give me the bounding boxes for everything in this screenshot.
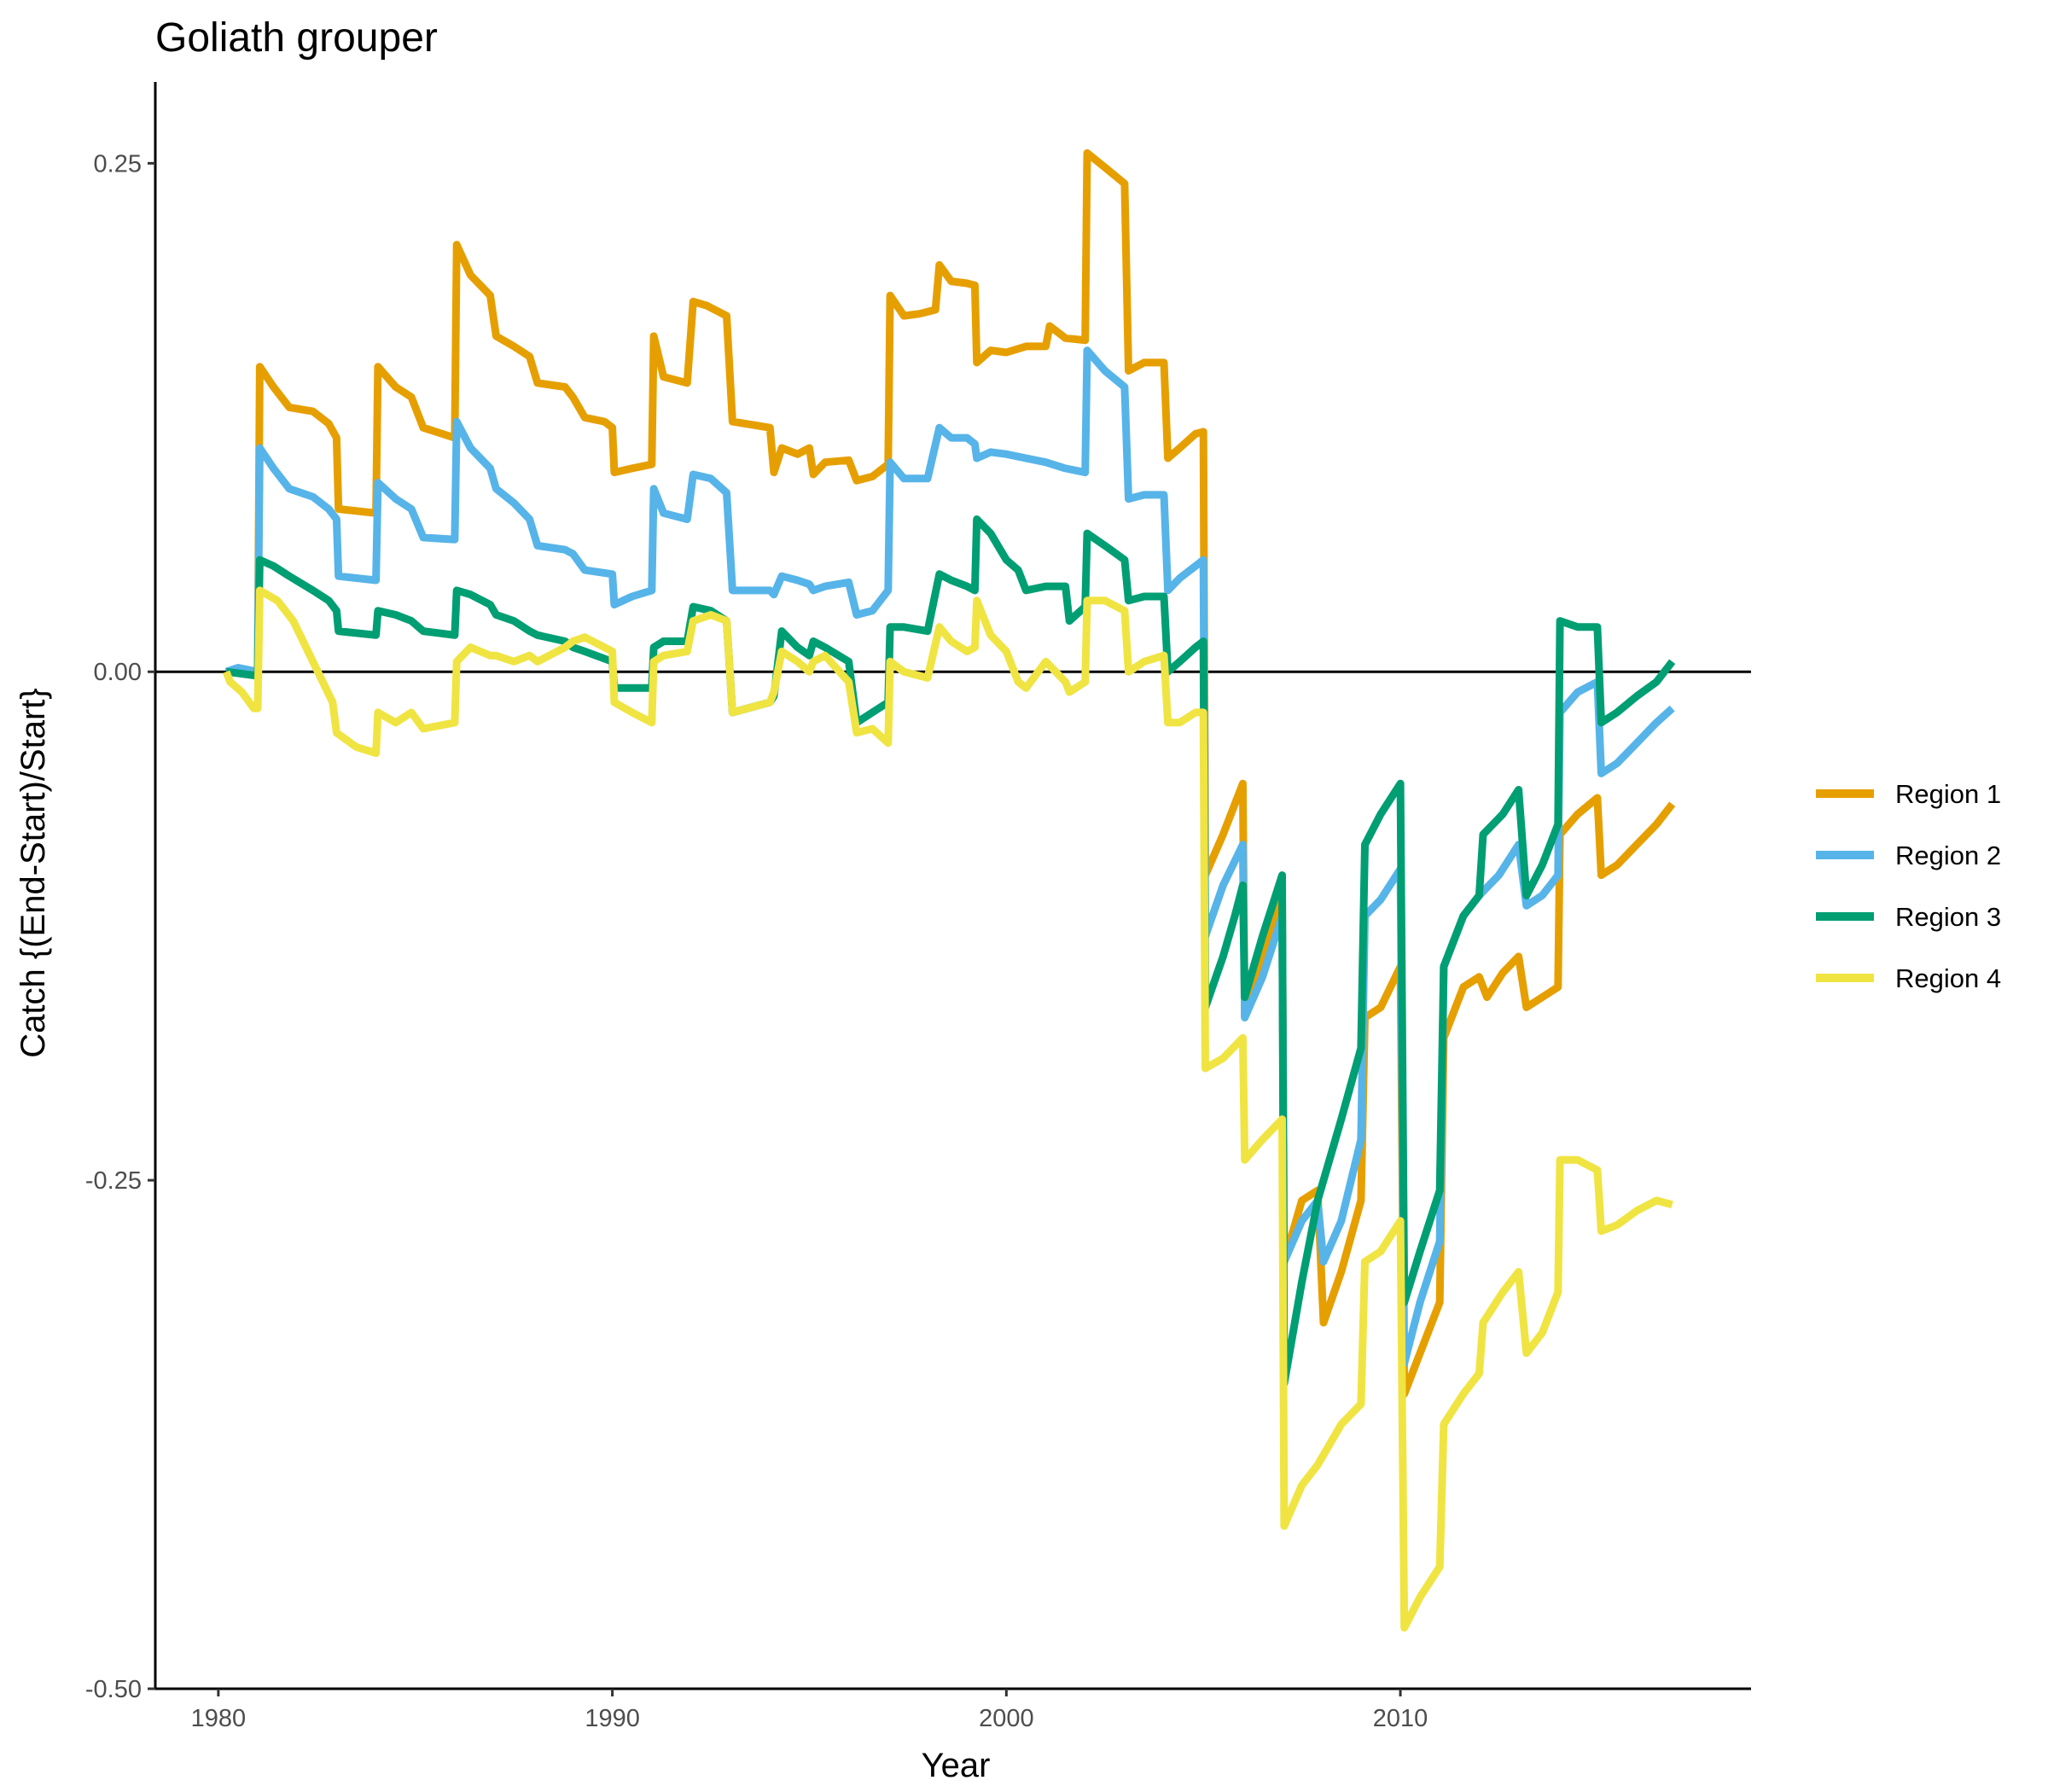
x-axis: 1980 1990 2000 2010 <box>155 1687 1751 1732</box>
series-line-region-3 <box>225 515 1676 1388</box>
y-axis: -0.50 -0.25 0.00 0.25 <box>85 82 157 1703</box>
x-tick-label: 2000 <box>979 1705 1034 1732</box>
x-tick-label: 1980 <box>191 1705 247 1732</box>
x-axis-title: Year <box>922 1747 991 1784</box>
y-tick-label: -0.25 <box>85 1167 142 1195</box>
legend: Region 1 Region 2 Region 3 Region 4 <box>1816 779 2001 993</box>
x-tick-label: 1990 <box>585 1705 640 1732</box>
x-tick-label: 2010 <box>1373 1705 1428 1732</box>
legend-label-region-1: Region 1 <box>1895 779 2001 809</box>
legend-label-region-2: Region 2 <box>1895 841 2001 870</box>
series-line-region-2 <box>224 346 1675 1368</box>
y-tick-label: 0.00 <box>94 659 142 686</box>
y-tick-label: 0.25 <box>94 150 142 177</box>
legend-label-region-3: Region 3 <box>1895 902 2001 932</box>
chart-title: Goliath grouper <box>155 15 438 61</box>
series-line-region-4 <box>222 586 1673 1632</box>
series-group <box>222 148 1676 1632</box>
legend-label-region-4: Region 4 <box>1895 963 2001 993</box>
series-line-region-1 <box>226 148 1676 1398</box>
y-axis-title: Catch {(End-Start)/Start} <box>15 688 52 1058</box>
y-tick-label: -0.50 <box>85 1676 142 1703</box>
